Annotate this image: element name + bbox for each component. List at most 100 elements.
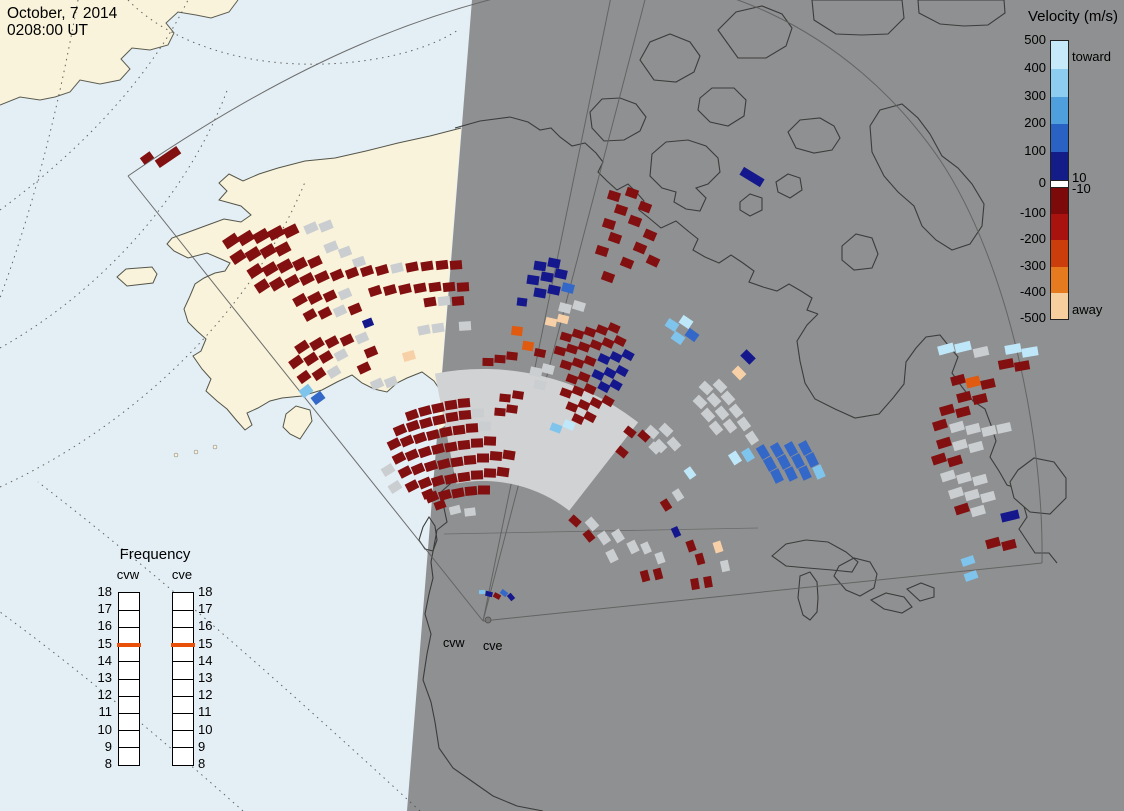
frequency-tick-label: 10 (97, 721, 112, 737)
velocity-cell (947, 486, 965, 500)
velocity-cell (980, 378, 996, 390)
velocity-cell (666, 436, 682, 452)
velocity-cell (387, 479, 403, 495)
frequency-tick-label: 17 (198, 601, 213, 617)
velocity-cell (282, 223, 300, 239)
velocity-cell (431, 443, 445, 455)
velocity-cell (565, 373, 579, 385)
velocity-cell (471, 408, 485, 418)
velocity-cell (963, 570, 979, 582)
velocity-cell (965, 375, 981, 389)
velocity-cell (939, 403, 955, 417)
velocity-inner-tick-label: -10 (1072, 181, 1091, 196)
velocity-cell (642, 228, 658, 242)
velocity-cell (526, 274, 540, 286)
velocity-tick-label: 100 (1024, 143, 1046, 159)
velocity-cell (654, 551, 666, 565)
velocity-cell (603, 366, 617, 380)
coastlines (418, 0, 1067, 811)
chukotka-coastline (0, 0, 239, 106)
frequency-tick-label: 16 (198, 618, 213, 634)
velocity-cell (431, 402, 445, 414)
velocity-cell (412, 431, 428, 445)
velocity-cell (326, 365, 342, 379)
frequency-tick-label: 11 (98, 704, 113, 720)
velocity-cell (410, 462, 426, 476)
velocity-tick-label: 500 (1024, 32, 1046, 47)
velocity-cell (463, 455, 477, 465)
frequency-tick-label: 10 (198, 721, 213, 737)
velocity-cell (477, 485, 491, 495)
velocity-cell (583, 410, 597, 424)
velocity-cell (671, 488, 685, 502)
velocity-cell (229, 248, 247, 266)
velocity-cell (356, 361, 372, 375)
velocity-cell (318, 219, 334, 233)
velocity-cell (784, 466, 798, 482)
velocity-cell (470, 470, 484, 480)
velocity-cell (418, 405, 432, 417)
velocity-cell (516, 297, 528, 307)
velocity-cell (736, 416, 752, 432)
velocity-cell (731, 365, 747, 381)
colorbar-segment (1051, 214, 1068, 241)
velocity-cell (589, 396, 603, 410)
velocity-cell (309, 336, 325, 352)
velocity-cell (931, 418, 949, 432)
velocity-cell (719, 559, 731, 573)
velocity-cell (298, 383, 314, 399)
velocity-cell (956, 390, 972, 404)
velocity-cell (496, 466, 510, 478)
velocity-cell (547, 257, 561, 269)
velocity-cell (964, 488, 980, 502)
frequency-tick-label: 9 (198, 738, 206, 754)
velocity-cell (485, 590, 493, 598)
velocity-cell (489, 451, 503, 461)
velocity-cell (607, 231, 623, 245)
colorbar-segment (1051, 266, 1068, 293)
velocity-cell (351, 255, 367, 269)
velocity-tick-label: 0 (1038, 175, 1046, 190)
velocity-cell (684, 327, 700, 343)
velocity-cell (329, 268, 345, 282)
velocity-cell (392, 423, 408, 437)
velocity-cell (494, 407, 506, 417)
velocity-cell (367, 284, 383, 298)
frequency-bar-label-cvw: cvw (116, 567, 140, 582)
velocity-cell (318, 350, 334, 364)
frequency-tick-label: 12 (198, 687, 213, 703)
velocity-cell (639, 569, 651, 583)
velocity-tick-label: -100 (1019, 205, 1046, 221)
velocity-cell (607, 322, 621, 334)
frequency-tick-label: 13 (97, 670, 112, 685)
velocity-cell (294, 339, 310, 355)
velocity-tick-label: 400 (1024, 59, 1046, 75)
velocity-cell (154, 145, 182, 169)
velocity-cell (541, 363, 555, 375)
velocity-cell (577, 371, 591, 383)
frequency-tick-label: 16 (97, 618, 112, 634)
fov-edge-east (482, 562, 1043, 622)
velocity-cell (253, 278, 271, 294)
velocity-cell (600, 270, 616, 284)
velocity-cell (274, 241, 292, 257)
aleutian-island (173, 452, 179, 458)
frequency-marker (171, 642, 195, 647)
aleutian-island (193, 449, 199, 455)
velocity-cell (511, 390, 525, 400)
velocity-cell (511, 325, 523, 337)
velocity-cell (506, 404, 518, 414)
great-lakes (771, 539, 935, 621)
velocity-cell (609, 350, 623, 364)
velocity-cell (571, 299, 587, 313)
velocity-cell (577, 399, 591, 411)
velocity-cell (601, 394, 615, 408)
velocity-cell (559, 331, 573, 343)
velocity-cell (464, 485, 478, 497)
velocity-cell (383, 284, 397, 296)
velocity-cell (692, 394, 708, 410)
radar-label-cvw: cvw (443, 636, 465, 650)
velocity-cell (332, 304, 348, 318)
velocity-cell (439, 426, 453, 438)
